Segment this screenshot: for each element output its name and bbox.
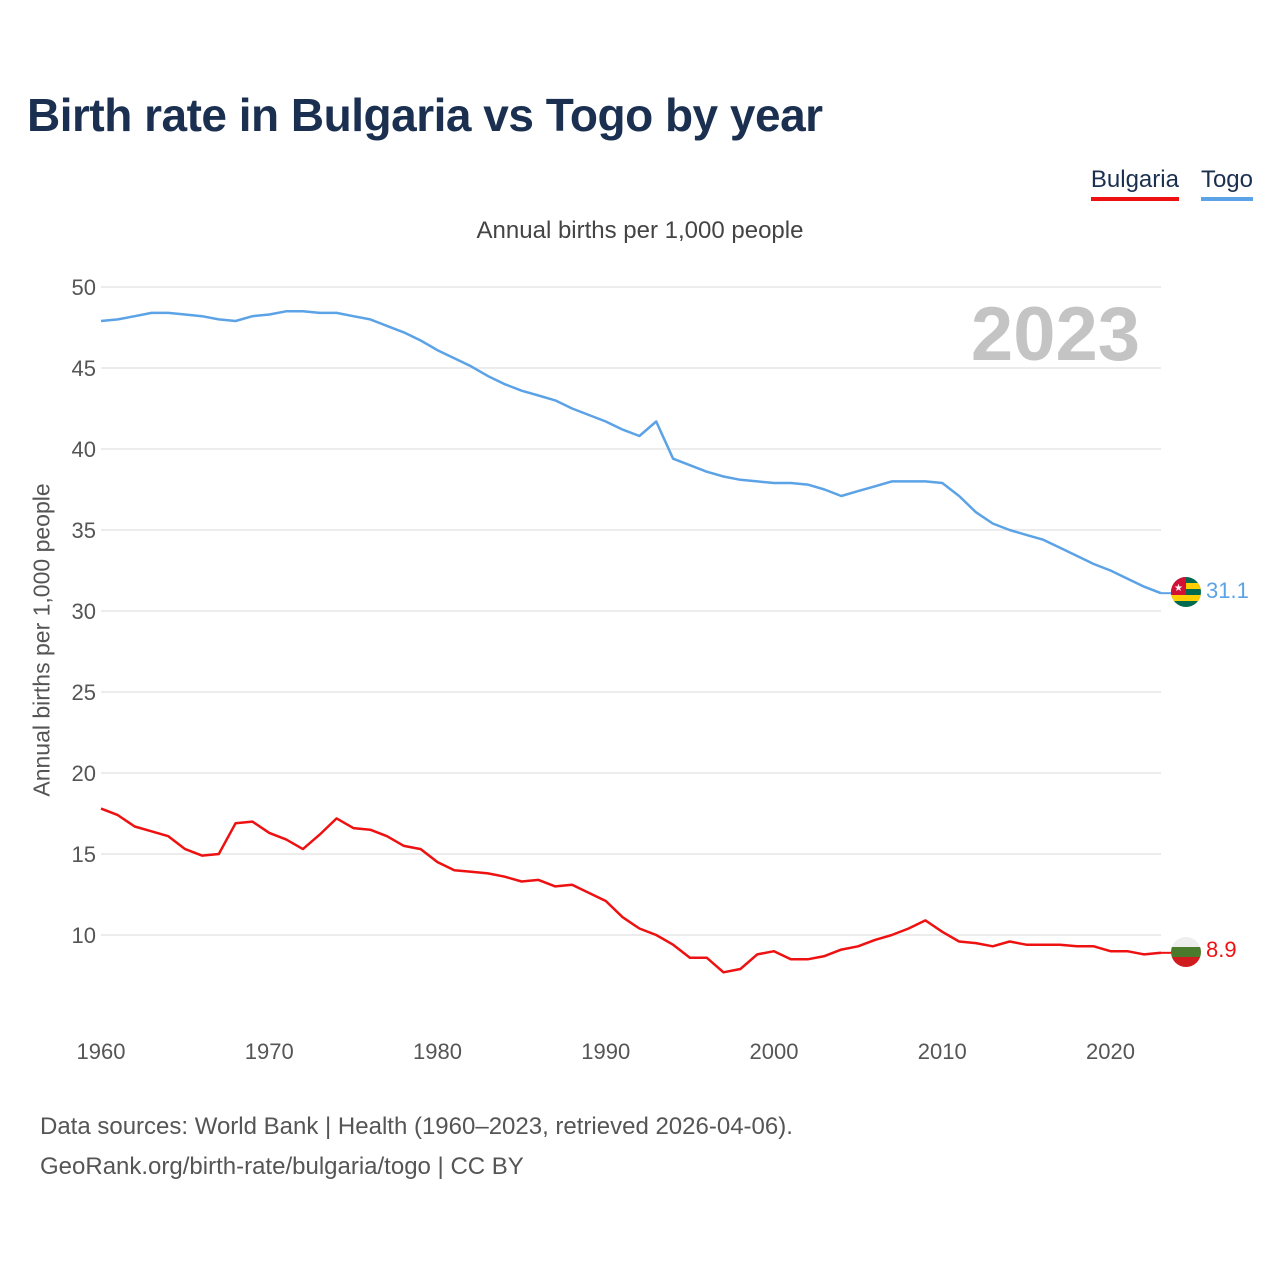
x-tick-label: 2020 bbox=[1086, 1039, 1135, 1064]
x-axis-ticks: 1960 1970 1980 1990 2000 2010 2020 bbox=[77, 1039, 1135, 1064]
x-tick-label: 2000 bbox=[750, 1039, 799, 1064]
y-tick-label: 45 bbox=[72, 356, 96, 381]
source-line-2[interactable]: GeoRank.org/birth-rate/bulgaria/togo | C… bbox=[40, 1153, 524, 1180]
y-tick-label: 35 bbox=[72, 518, 96, 543]
y-tick-label: 20 bbox=[72, 761, 96, 786]
source-note: Data sources: World Bank | Health (1960–… bbox=[40, 1107, 793, 1187]
bulgaria-flag-icon bbox=[1171, 937, 1201, 967]
y-tick-label: 10 bbox=[72, 923, 96, 948]
gridlines bbox=[101, 286, 1161, 936]
series-line-togo[interactable] bbox=[100, 310, 1162, 595]
x-tick-label: 1970 bbox=[245, 1039, 294, 1064]
series-line-bulgaria[interactable] bbox=[100, 807, 1162, 974]
togo-end-value: 31.1 bbox=[1206, 578, 1249, 603]
y-tick-label: 50 bbox=[72, 275, 96, 300]
y-tick-label: 40 bbox=[72, 437, 96, 462]
y-tick-label: 15 bbox=[72, 842, 96, 867]
chart-title: Birth rate in Bulgaria vs Togo by year bbox=[27, 89, 823, 141]
series-lines bbox=[100, 310, 1172, 974]
bulgaria-end-value: 8.9 bbox=[1206, 937, 1237, 962]
x-tick-label: 1980 bbox=[413, 1039, 462, 1064]
legend-item-bulgaria[interactable]: Bulgaria bbox=[1090, 166, 1179, 201]
y-tick-label: 30 bbox=[72, 599, 96, 624]
x-tick-label: 1990 bbox=[581, 1039, 630, 1064]
chart-subtitle: Annual births per 1,000 people bbox=[476, 217, 804, 244]
source-line-1: Data sources: World Bank | Health (1960–… bbox=[40, 1113, 793, 1140]
togo-flag-icon: ★ bbox=[1171, 577, 1201, 607]
year-watermark: 2023 bbox=[971, 292, 1140, 377]
legend: Bulgaria Togo bbox=[1090, 166, 1253, 201]
svg-text:★: ★ bbox=[1174, 583, 1183, 594]
x-tick-label: 2010 bbox=[918, 1039, 967, 1064]
legend-item-togo[interactable]: Togo bbox=[1200, 166, 1253, 201]
y-axis-ticks: 10 15 20 25 30 35 40 45 50 bbox=[72, 275, 96, 948]
x-tick-label: 1960 bbox=[77, 1039, 126, 1064]
y-tick-label: 25 bbox=[72, 680, 96, 705]
